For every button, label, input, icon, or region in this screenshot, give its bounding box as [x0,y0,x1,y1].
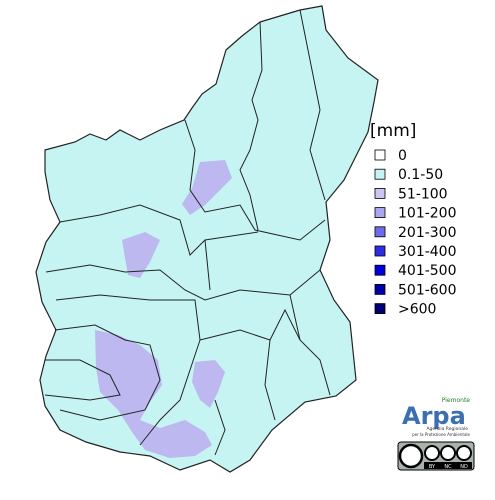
legend-swatch [374,168,386,180]
border [45,264,321,301]
legend-label: 301-400 [398,244,457,260]
license-icon [440,445,456,461]
legend: [mm] 0 0.1-50 51-100 101-200 201-300 301-400 4… [370,121,457,318]
legend-title: [mm] [370,121,416,141]
patch [192,360,225,408]
legend-label: 401-500 [398,263,457,279]
legend-swatch [374,226,386,238]
legend-label: 501-600 [398,282,457,298]
border [44,359,121,401]
legend-swatch [374,264,386,276]
license-label: ND [460,464,468,470]
legend-label: >600 [398,302,436,318]
border [214,339,276,456]
border [239,21,263,231]
legend-swatch [374,303,386,315]
license-strip [424,462,472,469]
license-label: NC [444,464,452,470]
legend-swatch [374,149,386,161]
logo-region: Piemonte [442,397,471,404]
legend-swatch [374,207,386,219]
legend-swatch [374,245,386,257]
license-icon [424,445,440,461]
basin-borders [44,9,331,456]
legend-label: 101-200 [398,206,457,222]
logo-name: Arpa [402,402,466,430]
license-icon [456,445,472,461]
border [184,119,326,241]
patch [182,160,232,215]
legend-swatch [374,283,386,295]
legend-swatch [374,187,386,199]
region-map [35,5,379,473]
border [199,308,331,396]
legend-label: 0.1-50 [398,167,443,183]
border [204,239,301,341]
cc-icon [398,443,424,469]
patch [122,232,160,278]
border [299,9,326,201]
legend-label: 51-100 [398,186,448,202]
logo: Piemonte Arpa Agenzia Regionale per la P… [397,397,475,471]
license-label: BY [429,464,436,470]
border [54,324,161,421]
logo-subtitle: Agenzia Regionale [426,426,468,432]
legend-label: 201-300 [398,225,457,241]
legend-label: 0 [398,148,407,164]
logo-subtitle: per la Protezione Ambientale [412,432,470,437]
